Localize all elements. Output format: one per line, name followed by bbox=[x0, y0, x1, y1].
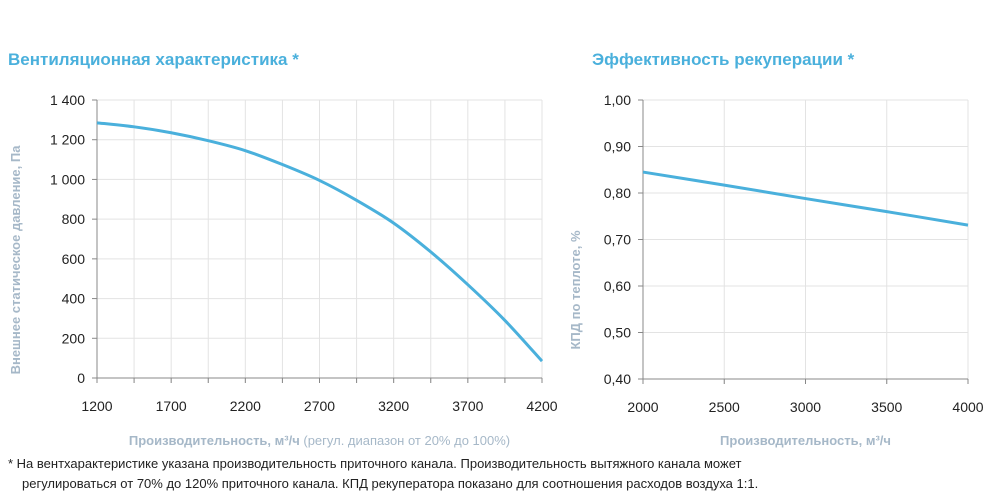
y-tick-label: 600 bbox=[62, 251, 86, 267]
x-tick-label: 1200 bbox=[81, 398, 112, 414]
y-tick-label: 0,90 bbox=[604, 139, 631, 155]
x-tick-label: 1700 bbox=[156, 398, 187, 414]
y-axis-label: Внешнее статическое давление, Па bbox=[8, 145, 23, 375]
y-tick-label: 0 bbox=[77, 370, 85, 386]
y-tick-label: 1,00 bbox=[604, 92, 631, 108]
y-tick-label: 1 200 bbox=[50, 132, 85, 148]
y-tick-label: 800 bbox=[62, 211, 86, 227]
chart-1: 0,40 0,50 0,60 0,70 0,80 0,90 1,00 2000 2500 3000… bbox=[568, 92, 984, 448]
y-tick-label: 0,50 bbox=[604, 325, 631, 341]
chart-0: 0 200 400 600 800 1 000 1 200 1 400 1200 1700 2200… bbox=[8, 92, 558, 448]
x-tick-label: 2500 bbox=[709, 399, 740, 415]
y-tick-label: 0,70 bbox=[604, 232, 631, 248]
y-axis-label: КПД по теплоте, % bbox=[568, 230, 583, 350]
x-tick-label: 3000 bbox=[790, 399, 821, 415]
x-axis-label: Производительность, м³/ч bbox=[720, 433, 891, 448]
y-tick-label: 0,60 bbox=[604, 278, 631, 294]
x-axis-label-note: (регул. диапазон от 20% до 100%) bbox=[303, 433, 510, 448]
series-line bbox=[642, 170, 969, 227]
chart-title-ventilation: Вентиляционная характеристика * bbox=[8, 50, 299, 69]
x-tick-label: 3700 bbox=[452, 398, 483, 414]
x-axis-label: Производительность, м³/ч (регул. диапазо… bbox=[129, 433, 510, 448]
x-tick-label: 2200 bbox=[230, 398, 261, 414]
y-tick-label: 0,40 bbox=[604, 371, 631, 387]
x-tick-label: 2000 bbox=[627, 399, 658, 415]
y-tick-label: 1 000 bbox=[50, 171, 85, 187]
series-line bbox=[96, 121, 544, 363]
y-tick-label: 200 bbox=[62, 330, 86, 346]
footnote-line-1: * На вентхарактеристике указана производ… bbox=[8, 456, 742, 471]
x-tick-label: 4200 bbox=[526, 398, 557, 414]
y-tick-label: 400 bbox=[62, 291, 86, 307]
y-tick-label: 1 400 bbox=[50, 92, 85, 108]
x-tick-label: 3500 bbox=[871, 399, 902, 415]
y-tick-label: 0,80 bbox=[604, 185, 631, 201]
chart-title-recuperation: Эффективность рекуперации * bbox=[592, 50, 855, 69]
footnote-line-2: регулироваться от 70% до 120% приточного… bbox=[22, 476, 759, 491]
x-tick-label: 3200 bbox=[378, 398, 409, 414]
x-tick-label: 4000 bbox=[952, 399, 983, 415]
x-tick-label: 2700 bbox=[304, 398, 335, 414]
